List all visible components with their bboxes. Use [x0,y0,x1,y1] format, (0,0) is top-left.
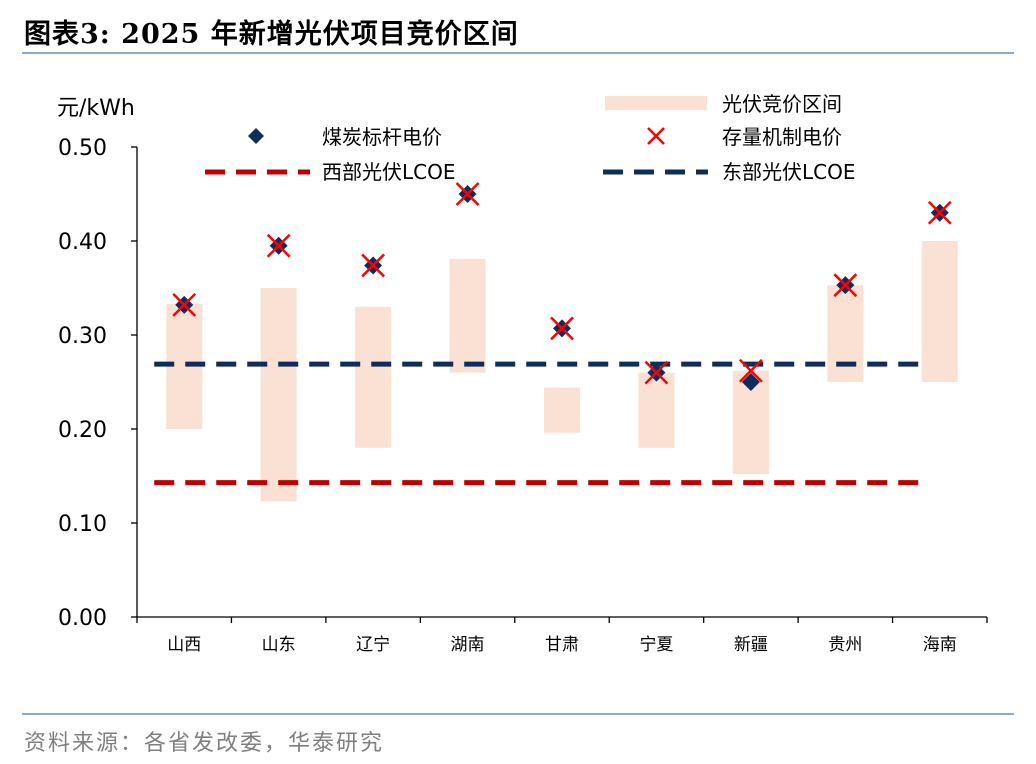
range-bar-8 [921,241,958,382]
x-tick-label: 湖南 [451,635,485,655]
y-axis-label: 元/kWh [57,96,135,121]
range-bar-1 [260,288,297,502]
y-tick-label: 0.30 [58,324,107,349]
source-note: 资料来源：各省发改委，华泰研究 [24,731,385,756]
legend-storage-swatch [647,127,665,145]
storage-cross-2 [361,253,385,278]
storage-cross-3 [455,182,480,206]
storage-cross-1 [266,233,291,258]
legend-benchmark-swatch [248,128,264,144]
title-divider [22,52,1014,54]
x-tick-label: 贵州 [828,635,862,655]
storage-cross-0 [172,293,197,317]
legend-range-label: 光伏竞价区间 [722,92,842,116]
x-tick-label: 宁夏 [639,635,673,655]
storage-cross-7 [833,273,858,298]
storage-cross-8 [927,200,952,225]
legend-benchmark-label: 煤炭标杆电价 [322,125,442,149]
legend-east-label: 东部光伏LCOE [722,160,856,184]
range-bar-3 [449,258,486,373]
y-tick-label: 0.40 [58,230,107,255]
storage-cross-6 [739,358,763,383]
x-tick-label: 山东 [262,635,296,655]
chart-title: 图表3: 2025 年新增光伏项目竞价区间 [24,19,519,50]
storage-cross-5 [644,360,669,385]
x-tick-label: 辽宁 [356,635,390,655]
y-tick-label: 0.00 [58,606,107,631]
benchmark-diamond-6 [741,373,760,391]
y-tick-label: 0.50 [58,136,107,161]
range-bar-4 [544,387,580,433]
range-bar-2 [355,306,392,448]
legend-storage-label: 存量机制电价 [722,125,842,149]
storage-cross-4 [550,316,574,341]
legend-west-label: 西部光伏LCOE [322,160,456,184]
x-tick-label: 海南 [923,635,957,655]
legend-range-swatch [605,96,707,110]
range-bar-7 [827,285,864,382]
x-tick-label: 甘肃 [545,635,579,655]
footer-divider [22,713,1014,715]
x-tick-label: 新疆 [734,635,768,655]
y-tick-label: 0.10 [58,512,107,537]
y-tick-label: 0.20 [58,418,107,443]
x-tick-label: 山西 [167,635,201,655]
range-bar-5 [638,372,675,448]
